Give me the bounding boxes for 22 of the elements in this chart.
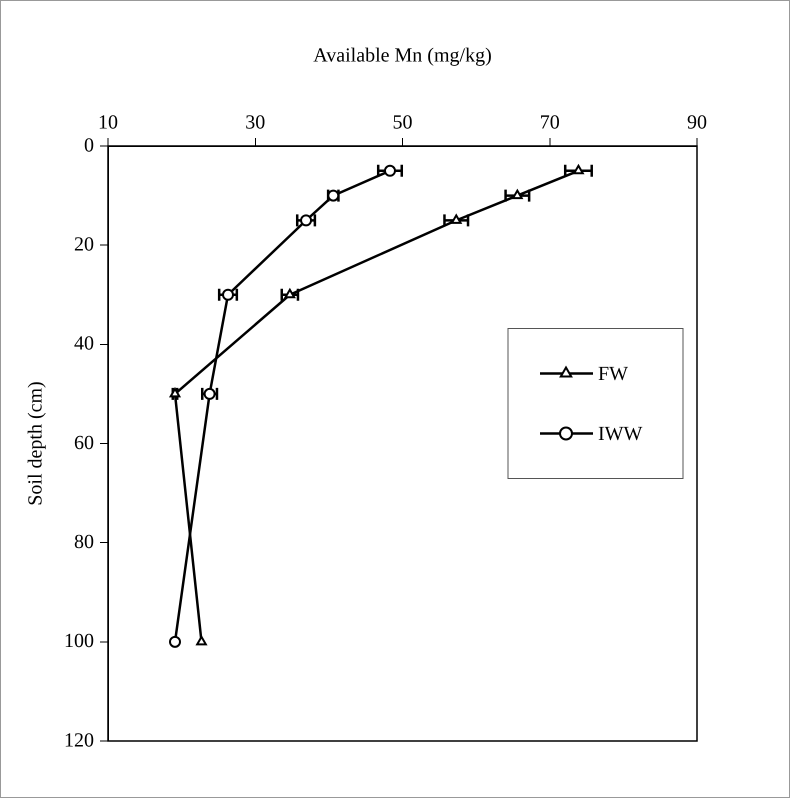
x-tick-label: 50 (392, 111, 412, 134)
legend-label: IWW (598, 422, 643, 445)
legend-label: FW (598, 362, 628, 385)
y-tick-label: 60 (74, 432, 94, 454)
x-tick-label: 90 (687, 111, 707, 134)
point (512, 190, 523, 200)
x-tick-label: 10 (98, 111, 118, 134)
point (284, 288, 296, 298)
y-tick-label: 80 (74, 530, 94, 553)
y-tick-label: 120 (64, 729, 94, 752)
y-tick-label: 100 (64, 630, 94, 652)
point (170, 388, 180, 398)
y-tick-label: 0 (84, 134, 94, 156)
y-axis-title: Soil depth (cm) (24, 381, 46, 506)
point (196, 636, 207, 646)
x-tick-label: 30 (245, 111, 266, 134)
x-tick-label: 70 (540, 111, 560, 134)
y-tick-label: 40 (74, 332, 94, 355)
y-tick-label: 20 (74, 233, 94, 256)
point (450, 214, 462, 224)
point (573, 164, 584, 174)
x-axis-title: Available Mn (mg/kg) (313, 44, 492, 66)
